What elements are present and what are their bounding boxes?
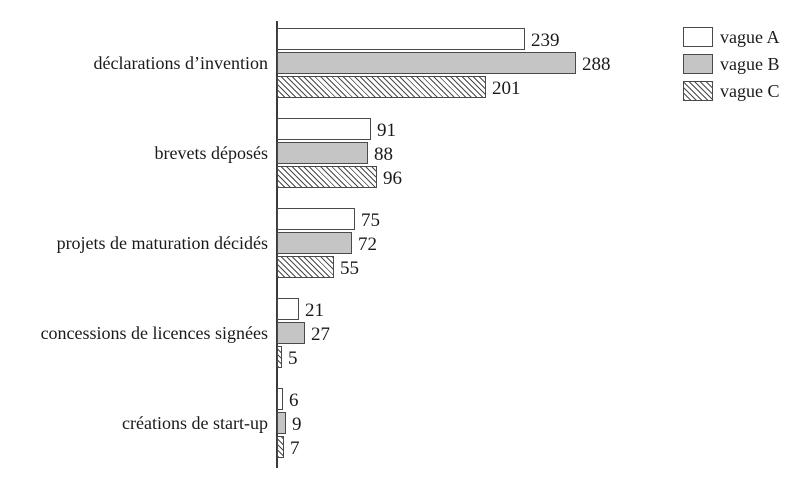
value-label: 21 (305, 300, 324, 321)
bar-hatched (277, 436, 284, 458)
legend-label: vague B (720, 54, 780, 74)
legend: vague A vague B vague C (683, 26, 779, 107)
bar-gray (277, 52, 576, 74)
legend-item: vague A (683, 26, 779, 48)
category-label: projets de maturation décidés (56, 233, 268, 253)
value-label: 201 (492, 78, 521, 99)
value-label: 27 (311, 324, 330, 345)
value-label: 91 (377, 120, 396, 141)
legend-swatch-hatched-icon (683, 81, 713, 101)
value-label: 288 (582, 54, 611, 75)
value-label: 55 (340, 258, 359, 279)
category-label: créations de start-up (122, 413, 268, 433)
bar-gray (277, 412, 286, 434)
bar-white (277, 118, 371, 140)
value-label: 6 (289, 390, 299, 411)
bar-white (277, 208, 355, 230)
bar-hatched (277, 346, 282, 368)
category-label: brevets déposés (154, 143, 268, 163)
legend-swatch-white-icon (683, 27, 713, 47)
bar-gray (277, 142, 368, 164)
value-label: 9 (292, 414, 302, 435)
value-label: 5 (288, 348, 298, 369)
value-label: 72 (358, 234, 377, 255)
value-label: 96 (383, 168, 402, 189)
category-label: déclarations d’invention (93, 53, 268, 73)
bar-gray (277, 232, 352, 254)
value-label: 75 (361, 210, 380, 231)
value-label: 88 (374, 144, 393, 165)
bar-hatched (277, 256, 334, 278)
category-label: concessions de licences signées (40, 323, 268, 343)
bar-hatched (277, 76, 486, 98)
legend-swatch-gray-icon (683, 54, 713, 74)
bar-gray (277, 322, 305, 344)
bar-white (277, 388, 283, 410)
bar-white (277, 298, 299, 320)
value-label: 239 (531, 30, 560, 51)
bar-hatched (277, 166, 377, 188)
value-label: 7 (290, 438, 300, 459)
bar-white (277, 28, 525, 50)
legend-item: vague B (683, 53, 779, 75)
legend-label: vague C (720, 81, 780, 101)
legend-label: vague A (720, 27, 780, 47)
legend-item: vague C (683, 80, 779, 102)
